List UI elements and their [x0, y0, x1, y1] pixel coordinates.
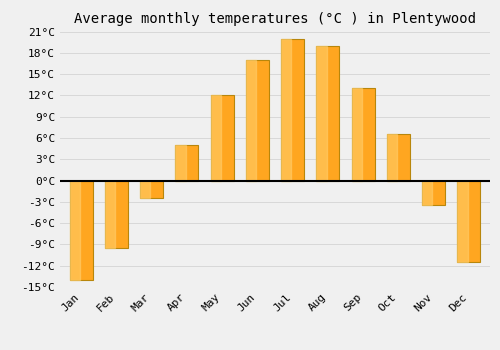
Bar [281, 38, 291, 181]
Bar [70, 181, 80, 280]
Bar [210, 95, 221, 181]
Bar [281, 38, 304, 181]
Bar [316, 46, 340, 181]
Bar [352, 88, 374, 181]
Bar [387, 134, 410, 181]
Bar [105, 181, 115, 248]
Bar [210, 95, 234, 181]
Bar [176, 145, 186, 181]
Bar [422, 181, 432, 205]
Bar [316, 46, 326, 181]
Bar [387, 134, 397, 181]
Bar [140, 181, 150, 198]
Bar [458, 181, 480, 262]
Bar [246, 60, 269, 181]
Bar [246, 60, 256, 181]
Bar [70, 181, 92, 280]
Bar [105, 181, 128, 248]
Bar [352, 88, 362, 181]
Bar [176, 145, 199, 181]
Bar [458, 181, 468, 262]
Bar [422, 181, 445, 205]
Title: Average monthly temperatures (°C ) in Plentywood: Average monthly temperatures (°C ) in Pl… [74, 12, 476, 26]
Bar [140, 181, 163, 198]
